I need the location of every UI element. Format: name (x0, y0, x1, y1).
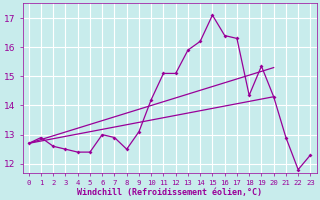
X-axis label: Windchill (Refroidissement éolien,°C): Windchill (Refroidissement éolien,°C) (77, 188, 262, 197)
